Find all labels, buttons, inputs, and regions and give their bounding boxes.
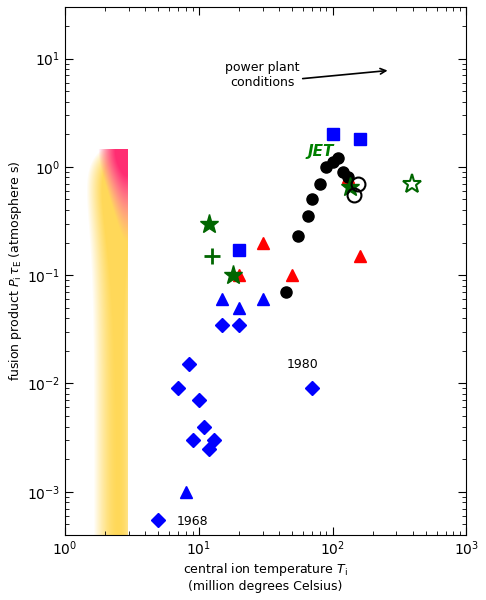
Text: 1980: 1980 bbox=[286, 358, 318, 371]
Y-axis label: fusion product $P_\mathrm{i}\, \tau_\mathrm{E}$ (atmosphere s): fusion product $P_\mathrm{i}\, \tau_\mat… bbox=[7, 161, 24, 381]
Text: 1968: 1968 bbox=[176, 515, 208, 528]
Text: ITER: ITER bbox=[384, 65, 419, 79]
Text: breakeven: breakeven bbox=[352, 86, 410, 151]
Text: self-burning
plasma: self-burning plasma bbox=[375, 22, 460, 50]
Text: power plant
conditions: power plant conditions bbox=[226, 61, 300, 89]
Text: JET: JET bbox=[308, 143, 334, 158]
X-axis label: central ion temperature $T_\mathrm{i}$
(million degrees Celsius): central ion temperature $T_\mathrm{i}$ (… bbox=[183, 561, 348, 593]
